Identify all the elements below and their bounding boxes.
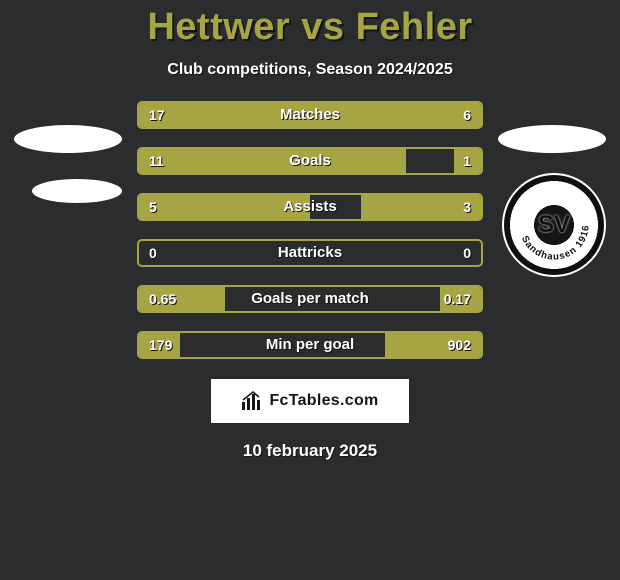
stat-label: Goals per match: [139, 287, 481, 311]
stat-left-value: 179: [149, 333, 172, 357]
sv-sandhausen-badge: SV Sandhausen 1916: [502, 173, 606, 277]
stat-right-value: 6: [463, 103, 471, 127]
stat-right-value: 902: [448, 333, 471, 357]
stat-left-value: 5: [149, 195, 157, 219]
stat-bar: 17 6Matches: [137, 101, 483, 129]
page-title: Hettwer vs Fehler: [0, 0, 620, 49]
comparison-infographic: Hettwer vs Fehler Club competitions, Sea…: [0, 0, 620, 580]
stat-left-value: 0.65: [149, 287, 176, 311]
badge-initials: SV: [538, 214, 570, 236]
stat-left-value: 11: [149, 149, 164, 173]
content-columns: SV Sandhausen 1916 176Matches111Goals53A…: [0, 101, 620, 359]
stat-right-value: 3: [463, 195, 471, 219]
stat-label: Min per goal: [139, 333, 481, 357]
left-team-logo: [4, 101, 132, 361]
placeholder-ellipse: [498, 125, 606, 153]
stat-left-value: 17: [149, 103, 165, 127]
stat-label: Goals: [139, 149, 481, 173]
stat-left-value: 0: [149, 241, 157, 265]
brand-badge: FcTables.com: [211, 379, 409, 423]
page-subtitle: Club competitions, Season 2024/2025: [0, 61, 620, 79]
brand-chart-icon: [241, 390, 263, 412]
stat-bar: 5 3Assists: [137, 193, 483, 221]
stat-bars: 176Matches111Goals53Assists00Hattricks0.…: [137, 101, 483, 359]
placeholder-ellipse: [32, 179, 122, 203]
stat-label: Assists: [139, 195, 481, 219]
brand-text: FcTables.com: [269, 392, 378, 410]
stat-bar: 179 902Min per goal: [137, 331, 483, 359]
stat-label: Matches: [139, 103, 481, 127]
stat-bar: 0.65 0.17Goals per match: [137, 285, 483, 313]
stat-right-value: 0.17: [444, 287, 471, 311]
stat-right-value: 1: [463, 149, 471, 173]
placeholder-ellipse: [14, 125, 122, 153]
stat-bar: 0 0Hattricks: [137, 239, 483, 267]
stat-bar: 111Goals: [137, 147, 483, 175]
stat-right-value: 0: [463, 241, 471, 265]
date-text: 10 february 2025: [0, 441, 620, 461]
right-team-logo: SV Sandhausen 1916: [488, 101, 616, 361]
stat-label: Hattricks: [139, 241, 481, 265]
